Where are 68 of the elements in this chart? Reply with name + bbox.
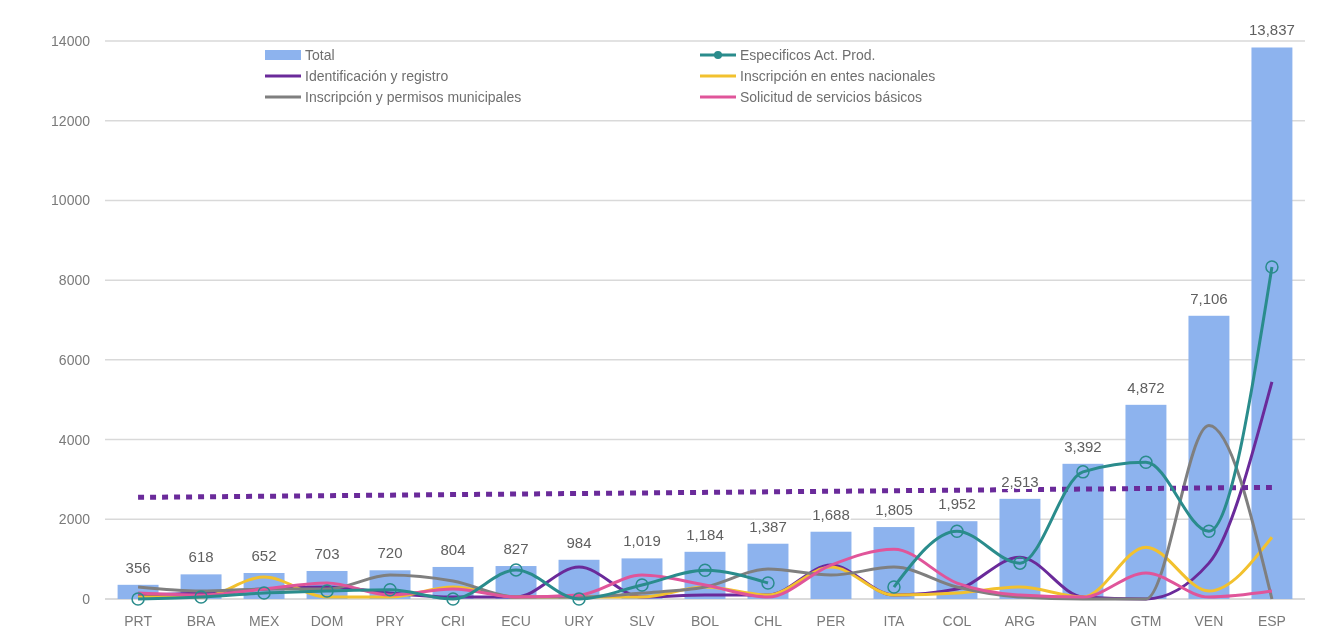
bar xyxy=(1251,47,1293,599)
data-label: 984 xyxy=(566,533,592,551)
data-label: 1,184 xyxy=(686,525,724,543)
bar xyxy=(1125,404,1167,599)
legend-label: Total xyxy=(305,47,335,63)
data-label: 618 xyxy=(188,548,214,566)
data-label: 827 xyxy=(503,540,529,558)
bar xyxy=(1062,463,1104,599)
y-tick-label: 8000 xyxy=(58,272,91,289)
point xyxy=(887,580,901,594)
point xyxy=(1076,465,1090,479)
data-label: 703 xyxy=(314,544,340,562)
y-tick-label: 2000 xyxy=(58,511,91,528)
x-tick-label: VEN xyxy=(1194,613,1224,629)
x-tick-label: BOL xyxy=(690,613,720,629)
x-tick-label: ITA xyxy=(883,613,905,629)
x-tick-label: CHL xyxy=(753,613,783,629)
legend-label: Inscripción en entes nacionales xyxy=(740,68,936,84)
data-label: 804 xyxy=(440,540,466,558)
point xyxy=(950,524,964,538)
data-label: 652 xyxy=(251,547,277,565)
y-tick-label: 14000 xyxy=(51,33,91,49)
point xyxy=(509,563,523,577)
x-tick-label: PRT xyxy=(124,613,153,629)
legend-label: Solicitud de servicios básicos xyxy=(740,89,923,105)
x-tick-label: ECU xyxy=(501,613,531,629)
data-label: 1,952 xyxy=(938,495,976,513)
data-label: 1,387 xyxy=(749,517,787,535)
point xyxy=(1139,455,1153,470)
data-label: 1,688 xyxy=(812,505,850,523)
point xyxy=(1013,556,1027,570)
x-tick-label: PER xyxy=(816,613,846,629)
point xyxy=(761,576,775,590)
x-tick-label: PRY xyxy=(375,613,405,629)
x-tick-label: URY xyxy=(564,613,595,629)
data-label: 2,513 xyxy=(1001,472,1039,490)
x-tick-label: ESP xyxy=(1257,613,1286,629)
data-label: 7,106 xyxy=(1190,289,1228,307)
point xyxy=(194,590,208,604)
legend-label: Identificación y registro xyxy=(305,68,449,84)
data-label: 356 xyxy=(125,558,151,576)
y-tick-label: 0 xyxy=(82,591,91,607)
y-tick-label: 12000 xyxy=(51,112,91,129)
data-label: 4,872 xyxy=(1127,378,1165,396)
y-tick-label: 4000 xyxy=(58,431,91,448)
point xyxy=(1265,260,1279,274)
point xyxy=(131,592,145,606)
data-label: 1,805 xyxy=(875,501,913,519)
x-tick-label: ARG xyxy=(1004,613,1036,629)
x-tick-label: COL xyxy=(942,613,972,629)
x-tick-label: SLV xyxy=(629,613,656,629)
x-tick-label: GTM xyxy=(1130,613,1162,629)
y-tick-label: 6000 xyxy=(58,351,91,368)
x-tick-label: BRA xyxy=(186,613,217,629)
y-tick-label: 10000 xyxy=(51,192,91,209)
data-label: 3,392 xyxy=(1064,437,1102,455)
data-label: 13,837 xyxy=(1248,21,1295,39)
point xyxy=(446,592,460,606)
x-tick-label: MEX xyxy=(248,613,280,629)
x-tick-label: PAN xyxy=(1069,613,1097,629)
x-tick-label: DOM xyxy=(310,613,344,629)
legend-label: Especificos Act. Prod. xyxy=(740,47,876,63)
data-label: 720 xyxy=(377,544,403,562)
x-tick-label: CRI xyxy=(440,613,466,629)
point xyxy=(572,592,586,606)
point xyxy=(1202,524,1216,538)
legend-label: Inscripción y permisos municipales xyxy=(305,89,522,105)
data-label: 1,019 xyxy=(623,532,661,550)
